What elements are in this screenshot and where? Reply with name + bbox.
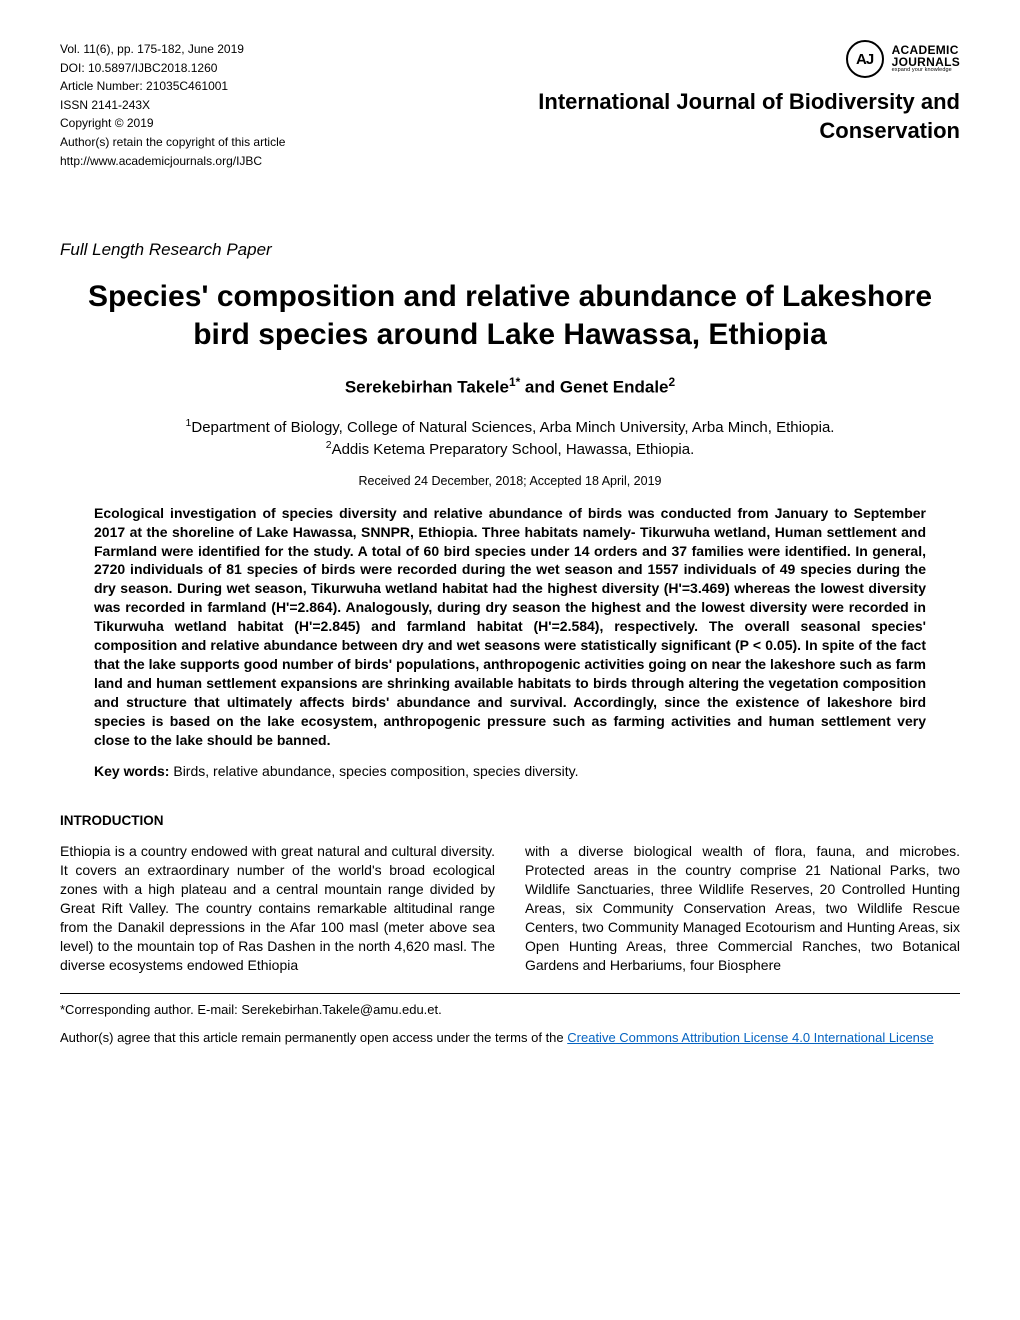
logo-initials: AJ (856, 51, 873, 68)
article-metadata: Vol. 11(6), pp. 175-182, June 2019 DOI: … (60, 40, 492, 170)
issn: ISSN 2141-243X (60, 96, 492, 115)
license-pretext: Author(s) agree that this article remain… (60, 1030, 567, 1045)
journal-url: http://www.academicjournals.org/IJBC (60, 152, 492, 171)
footnote-separator (60, 993, 960, 994)
keywords-text: Birds, relative abundance, species compo… (169, 763, 578, 779)
article-title: Species' composition and relative abunda… (60, 278, 960, 353)
license-link[interactable]: Creative Commons Attribution License 4.0… (567, 1030, 933, 1045)
received-accepted-dates: Received 24 December, 2018; Accepted 18 … (60, 474, 960, 488)
logo-tagline: expand your knowledge (892, 68, 960, 74)
introduction-header: INTRODUCTION (60, 813, 960, 828)
article-number: Article Number: 21035C461001 (60, 77, 492, 96)
volume-info: Vol. 11(6), pp. 175-182, June 2019 (60, 40, 492, 59)
paper-type: Full Length Research Paper (60, 240, 960, 260)
body-columns: Ethiopia is a country endowed with great… (60, 842, 960, 974)
journal-name: International Journal of Biodiversity an… (510, 88, 960, 145)
corresponding-author: *Corresponding author. E-mail: Serekebir… (60, 1002, 960, 1017)
keywords-label: Key words: (94, 763, 169, 779)
publisher-logo: AJ ACADEMIC JOURNALS expand your knowled… (510, 40, 960, 78)
affiliations: 1Department of Biology, College of Natur… (60, 416, 960, 460)
rights-retain: Author(s) retain the copyright of this a… (60, 133, 492, 152)
logo-text-block: ACADEMIC JOURNALS expand your knowledge (892, 44, 960, 74)
affiliation-1: 1Department of Biology, College of Natur… (60, 416, 960, 438)
keywords: Key words: Birds, relative abundance, sp… (60, 763, 960, 779)
authors: Serekebirhan Takele1* and Genet Endale2 (60, 375, 960, 398)
abstract: Ecological investigation of species dive… (60, 504, 960, 750)
license-statement: Author(s) agree that this article remain… (60, 1029, 960, 1047)
logo-circle-icon: AJ (846, 40, 884, 78)
doi: DOI: 10.5897/IJBC2018.1260 (60, 59, 492, 78)
publisher-block: AJ ACADEMIC JOURNALS expand your knowled… (510, 40, 960, 145)
body-column-1: Ethiopia is a country endowed with great… (60, 842, 495, 974)
affiliation-2: 2Addis Ketema Preparatory School, Hawass… (60, 438, 960, 460)
body-column-2: with a diverse biological wealth of flor… (525, 842, 960, 974)
copyright: Copyright © 2019 (60, 114, 492, 133)
article-header: Vol. 11(6), pp. 175-182, June 2019 DOI: … (60, 40, 960, 170)
